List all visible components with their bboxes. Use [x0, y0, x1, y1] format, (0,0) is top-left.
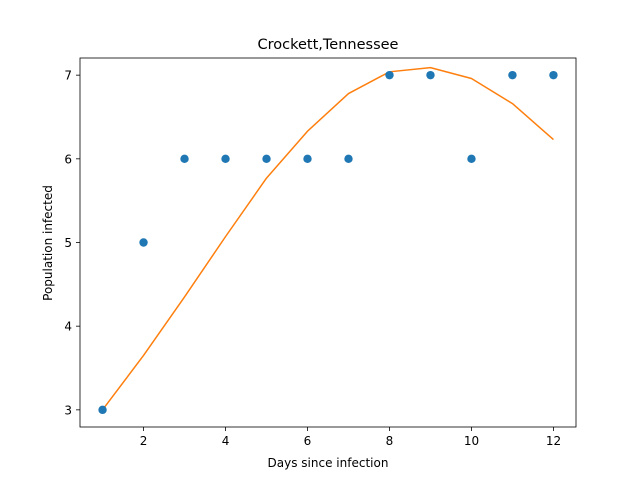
x-tick-label-12: 12: [546, 434, 561, 448]
series-0-point-8: [426, 70, 435, 80]
x-tick-label-4: 4: [222, 434, 230, 448]
series-0-point-3: [221, 154, 230, 164]
y-tick-label-6: 6: [64, 152, 72, 166]
series-0-point-7: [385, 70, 394, 80]
y-tick-label-4: 4: [64, 320, 72, 334]
x-tick-label-2: 2: [140, 434, 148, 448]
x-tick-label-10: 10: [464, 434, 479, 448]
series-0-point-6: [344, 154, 353, 164]
y-tick-label-5: 5: [64, 236, 72, 250]
series-0-point-4: [262, 154, 271, 164]
x-axis-label: Days since infection: [268, 456, 389, 470]
x-tick-label-6: 6: [304, 434, 312, 448]
series-0-point-10: [508, 70, 517, 80]
chart-title: Crockett,Tennessee: [258, 37, 399, 53]
series-0-point-0: [98, 405, 107, 415]
y-axis-label: Population infected: [41, 185, 55, 301]
series-0-point-9: [467, 154, 476, 164]
x-tick-label-8: 8: [386, 434, 394, 448]
series-0-point-2: [180, 154, 189, 164]
plot-area: [98, 66, 558, 415]
series-0-point-11: [549, 70, 558, 80]
series-0-point-1: [139, 238, 148, 247]
series-1-line: [101, 66, 554, 411]
y-tick-label-3: 3: [64, 403, 72, 417]
axes: 2 4 6 8 10 12 3 4 5 6 7: [64, 57, 577, 448]
series-0-point-5: [303, 154, 312, 164]
y-tick-label-7: 7: [64, 69, 72, 83]
